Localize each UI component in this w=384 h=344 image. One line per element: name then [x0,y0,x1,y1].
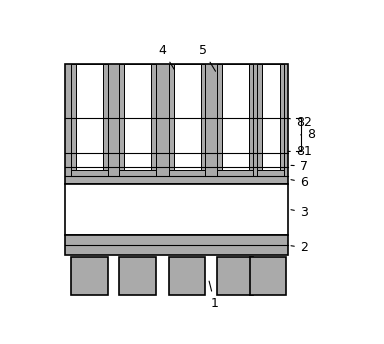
Bar [119,257,156,295]
Text: 2: 2 [291,241,308,254]
Bar [71,64,76,176]
Bar [217,170,253,176]
Text: 7: 7 [291,160,308,173]
Bar [257,170,285,176]
Bar [65,184,288,235]
Bar [119,64,124,176]
Bar [217,257,253,295]
Bar [201,64,205,176]
Bar [76,64,103,170]
Text: 8: 8 [301,128,315,141]
Bar [249,64,253,176]
Bar [169,257,205,295]
Bar [65,64,288,184]
Text: 3: 3 [291,206,308,219]
Bar [222,64,249,170]
Bar [124,64,151,170]
Bar [174,64,201,170]
Text: 1: 1 [209,281,218,310]
Bar [71,257,108,295]
Bar [262,64,280,170]
Bar [103,64,108,176]
Bar [280,64,285,176]
Bar [151,64,156,176]
Text: 5: 5 [199,44,215,71]
Bar [119,170,156,176]
Text: 81: 81 [288,145,312,158]
Text: 4: 4 [159,44,174,70]
Bar [217,64,222,176]
Bar [169,170,205,176]
Bar [65,235,288,255]
Bar [169,64,174,176]
Bar [257,64,262,176]
Text: 6: 6 [291,176,308,189]
Bar [71,170,108,176]
Text: 82: 82 [288,116,312,129]
Bar [250,257,286,295]
